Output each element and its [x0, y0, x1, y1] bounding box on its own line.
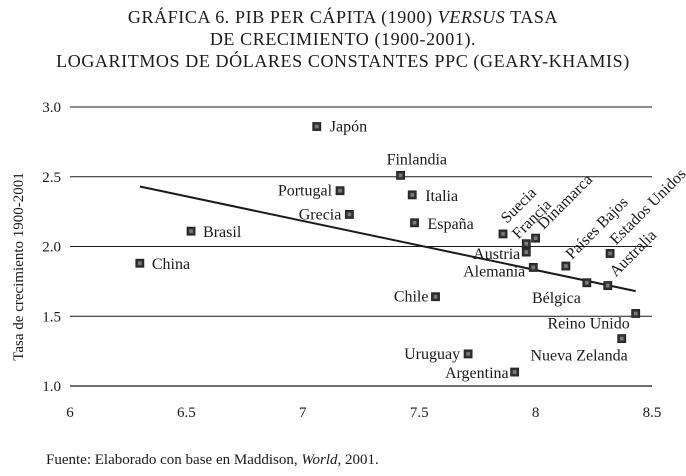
- x-tick-labels: 6 6.5 7 7.5 8 8.5: [66, 405, 661, 421]
- title-line-1-emphasis: VERSUS: [437, 7, 506, 27]
- point-espana-inner: [412, 220, 417, 225]
- title-line-1-text: GRÁFICA 6. PIB PER CÁPITA (1900): [127, 7, 438, 27]
- point-label-portugal: Portugal: [278, 183, 333, 200]
- data-points: Japón Finlandia Portugal Italia Grecia España…: [135, 119, 686, 382]
- x-tick-label: 7: [299, 405, 307, 421]
- x-tick-label: 6.5: [177, 405, 196, 421]
- source-prefix: Fuente: Elaborado con base en Maddison,: [46, 452, 302, 468]
- point-label-brasil: Brasil: [203, 224, 242, 241]
- chart-title: GRÁFICA 6. PIB PER CÁPITA (1900) VERSUS …: [0, 6, 686, 72]
- y-tick-label: 1.0: [42, 379, 61, 395]
- point-japon-inner: [314, 124, 319, 129]
- point-grecia-inner: [347, 212, 352, 217]
- x-tick-label: 8: [532, 405, 540, 421]
- point-label-reino-unido: Reino Unido: [547, 315, 629, 332]
- point-uruguay-inner: [466, 352, 470, 356]
- point-alemania-inner: [531, 265, 536, 270]
- y-tick-label: 1.5: [42, 309, 61, 325]
- source-work: World: [301, 452, 338, 468]
- gridlines: [70, 106, 652, 317]
- point-label-argentina: Argentina: [445, 365, 509, 382]
- point-francia-inner: [524, 241, 529, 246]
- point-label-finlandia: Finlandia: [387, 151, 447, 168]
- title-line-2: DE CRECIMIENTO (1900-2001).: [209, 29, 477, 49]
- point-belgica-inner: [585, 280, 589, 285]
- point-label-italia: Italia: [425, 188, 458, 205]
- point-suecia-inner: [501, 232, 505, 236]
- source-suffix: , 2001.: [337, 452, 379, 468]
- point-label-china: China: [152, 256, 190, 273]
- point-austria-inner: [524, 250, 529, 254]
- point-label-belgica: Bélgica: [532, 290, 581, 307]
- point-portugal-inner: [338, 188, 342, 193]
- title-line-3: LOGARITMOS DE DÓLARES CONSTANTES PPC (GE…: [56, 51, 630, 71]
- point-label-chile: Chile: [394, 289, 429, 306]
- point-paises-bajos-inner: [564, 264, 568, 268]
- point-label-japon: Japón: [330, 119, 367, 136]
- point-label-espana: España: [428, 216, 474, 233]
- y-tick-label: 2.0: [42, 240, 61, 256]
- title-line-1: GRÁFICA 6. PIB PER CÁPITA (1900) VERSUS …: [0, 6, 686, 28]
- point-label-alemania: Alemania: [463, 263, 525, 280]
- point-label-uruguay: Uruguay: [404, 346, 460, 363]
- point-chile-inner: [433, 294, 438, 299]
- point-reino-unido-inner: [633, 311, 638, 316]
- x-tick-label: 8.5: [643, 405, 662, 421]
- trend-line: [139, 185, 636, 293]
- x-tick-label: 6: [66, 405, 74, 421]
- point-label-austria: Austria: [473, 246, 520, 263]
- y-tick-label: 3.0: [42, 100, 61, 116]
- point-label-nueva-zelanda: Nueva Zelanda: [530, 348, 627, 365]
- title-line-1-end: TASA: [505, 7, 559, 27]
- y-axis-label: Tasa de crecimiento 1900-2001: [11, 172, 27, 360]
- point-estados-unidos-inner: [608, 251, 612, 256]
- point-nueva-zelanda-inner: [619, 336, 624, 341]
- point-finlandia-inner: [398, 173, 403, 178]
- source-note: Fuente: Elaborado con base en Maddison, …: [46, 452, 379, 469]
- y-tick-label: 2.5: [42, 170, 61, 186]
- x-tick-label: 7.5: [410, 405, 429, 421]
- point-dinamarca-inner: [533, 236, 538, 240]
- point-italia-inner: [410, 193, 415, 197]
- point-china-inner: [138, 261, 142, 266]
- point-australia-inner: [605, 283, 610, 288]
- point-argentina-inner: [512, 370, 517, 374]
- point-brasil-inner: [189, 229, 193, 233]
- y-tick-labels: 1.0 1.5 2.0 2.5 3.0: [42, 100, 61, 395]
- point-label-grecia: Grecia: [299, 206, 342, 223]
